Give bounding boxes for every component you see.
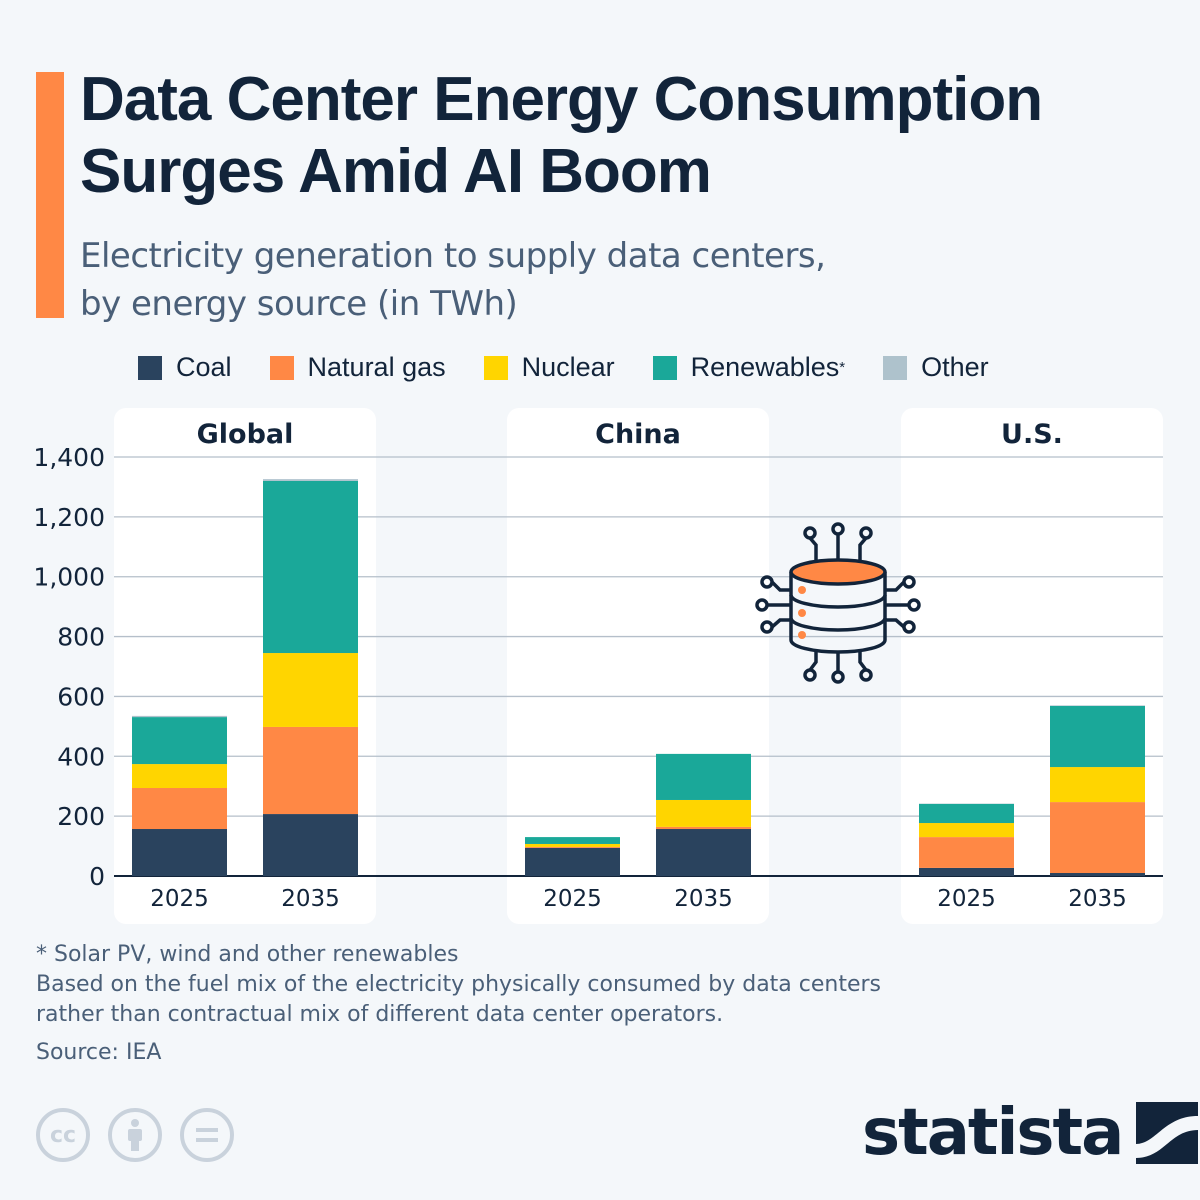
bar-segment-natural-gas bbox=[656, 826, 751, 830]
legend-label: Renewables bbox=[690, 352, 840, 382]
bar-segment-nuclear bbox=[656, 799, 751, 827]
legend-footnote-mark: * bbox=[839, 359, 846, 376]
statista-logo[interactable]: statista bbox=[862, 1096, 1199, 1170]
subtitle-line-2: by energy source (in TWh) bbox=[80, 284, 518, 324]
bar-segment-nuclear bbox=[525, 843, 620, 847]
x-tick-label: 2035 bbox=[1068, 886, 1127, 912]
legend-item-natural-gas: Natural gas bbox=[269, 352, 446, 383]
bar-segment-renewables bbox=[525, 837, 620, 844]
legend-swatch bbox=[483, 355, 508, 380]
legend-item-nuclear: Nuclear bbox=[483, 352, 615, 383]
y-tick-label: 0 bbox=[89, 862, 105, 891]
y-tick-label: 400 bbox=[57, 742, 105, 771]
attribution-icon[interactable] bbox=[108, 1108, 162, 1162]
x-tick-label: 2035 bbox=[674, 886, 733, 912]
legend-label: Other bbox=[921, 352, 989, 382]
chart-title: Data Center Energy Consumption Surges Am… bbox=[80, 65, 1043, 206]
bar-segment-natural-gas bbox=[1050, 802, 1145, 874]
bar-segment-coal bbox=[1050, 873, 1145, 876]
legend-swatch bbox=[883, 355, 908, 380]
legend-item-coal: Coal bbox=[138, 352, 232, 383]
y-tick-label: 600 bbox=[57, 682, 105, 711]
footnotes: * Solar PV, wind and other renewables Ba… bbox=[36, 940, 881, 1030]
x-tick-label: 2025 bbox=[150, 886, 209, 912]
statista-logo-icon bbox=[1136, 1102, 1199, 1164]
bar-segment-natural-gas bbox=[525, 846, 620, 848]
bar-segment-renewables bbox=[263, 480, 358, 654]
legend-swatch bbox=[652, 355, 677, 380]
legend-label: Coal bbox=[176, 352, 232, 382]
bar-segment-other bbox=[263, 479, 358, 481]
bar-segment-renewables bbox=[656, 753, 751, 800]
no-derivatives-icon[interactable] bbox=[180, 1108, 234, 1162]
bar-segment-nuclear bbox=[263, 653, 358, 727]
x-tick-label: 2025 bbox=[543, 886, 602, 912]
bar-segment-other bbox=[1050, 705, 1145, 707]
cc-icon[interactable]: cc bbox=[36, 1108, 90, 1162]
accent-bar bbox=[36, 72, 64, 318]
panel-title: U.S. bbox=[1001, 419, 1063, 450]
data-center-icon bbox=[755, 522, 921, 684]
bar-segment-renewables bbox=[1050, 706, 1145, 768]
bar-segment-coal bbox=[132, 829, 227, 876]
bar-segment-coal bbox=[919, 867, 1014, 876]
bar-segment-renewables bbox=[132, 717, 227, 765]
footnote-method-1: Based on the fuel mix of the electricity… bbox=[36, 972, 882, 997]
bar-segment-nuclear bbox=[132, 764, 227, 789]
y-tick-label: 1,400 bbox=[33, 443, 105, 472]
bar-segment-coal bbox=[656, 829, 751, 876]
bar-segment-renewables bbox=[919, 803, 1014, 824]
panel-title: Global bbox=[197, 419, 294, 450]
subtitle-line-1: Electricity generation to supply data ce… bbox=[80, 236, 826, 276]
legend-item-other: Other bbox=[883, 352, 989, 383]
legend-swatch bbox=[138, 355, 162, 380]
bar-segment-natural-gas bbox=[132, 788, 227, 830]
bar-segment-nuclear bbox=[1050, 767, 1145, 803]
footnote-renewables: * Solar PV, wind and other renewables bbox=[36, 942, 459, 967]
x-tick-label: 2035 bbox=[281, 886, 340, 912]
chart-subtitle: Electricity generation to supply data ce… bbox=[80, 232, 826, 328]
y-tick-label: 200 bbox=[57, 802, 105, 831]
footnote-method-2: rather than contractual mix of different… bbox=[36, 1002, 724, 1027]
legend-label: Natural gas bbox=[307, 352, 446, 382]
source: Source: IEA bbox=[36, 1040, 162, 1065]
x-tick-label: 2025 bbox=[937, 886, 996, 912]
y-tick-label: 1,200 bbox=[33, 503, 105, 532]
y-tick-label: 800 bbox=[57, 623, 105, 652]
legend: Coal Natural gas Nuclear Renewables * Oth… bbox=[138, 352, 1027, 383]
bar-segment-other bbox=[132, 715, 227, 718]
stacked-bar-chart: Global 2025 2035 China 2025 2035 U.S. 2025 2035 0… bbox=[33, 408, 1163, 924]
legend-item-renewables: Renewables * bbox=[652, 352, 846, 383]
bar-segment-coal bbox=[525, 847, 620, 876]
y-tick-label: 1,000 bbox=[33, 563, 105, 592]
bar-segment-natural-gas bbox=[919, 837, 1014, 868]
legend-swatch bbox=[269, 355, 294, 380]
bar-segment-coal bbox=[263, 814, 358, 876]
logo-text: statista bbox=[862, 1096, 1124, 1170]
bar-segment-natural-gas bbox=[263, 726, 358, 815]
bar-segment-nuclear bbox=[919, 823, 1014, 838]
legend-label: Nuclear bbox=[521, 352, 615, 382]
panel-title: China bbox=[595, 419, 681, 450]
